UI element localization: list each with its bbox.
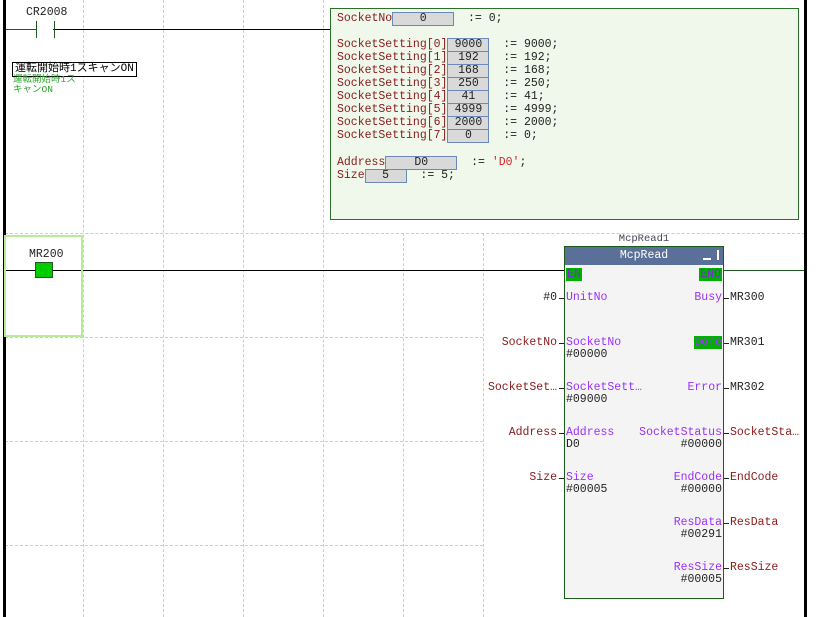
pin-size: Size [566,471,594,484]
value-cell[interactable]: 0 [447,129,490,143]
st-setting-3: SocketSetting[3] 250 := 250; [337,77,552,91]
pin-ressize: ResSize [673,561,722,574]
fb-instance-name: McpRead1 [618,233,670,245]
pin-address: Address [566,426,615,439]
function-block-mcpread[interactable]: McpRead EN ENO [564,246,724,599]
input-ext-unitno: #0 [543,291,557,304]
st-setting-7: SocketSetting[7] 0 := 0; [337,129,538,143]
pin-value: #00000 [680,438,722,451]
output-ext-done[interactable]: MR301 [730,336,765,349]
pin-value: #00291 [680,528,722,541]
en-pin: EN [566,268,582,281]
value-cell[interactable]: 192 [447,51,490,65]
value-cell[interactable]: 2000 [447,116,490,130]
st-socketno-line: SocketNo 0 := 0; [337,12,503,26]
value-cell[interactable]: D0 [385,156,458,170]
value-cell[interactable]: 0 [392,12,455,26]
fb-header: McpRead [565,247,723,265]
right-power-rail [804,0,807,617]
eno-pin: ENO [699,268,722,281]
rising-edge-icon [703,250,719,260]
output-ext-ressize[interactable]: ResSize [730,561,779,574]
pin-socketsetting: SocketSett… [566,381,642,394]
pin-busy: Busy [694,291,722,304]
comment-tooltip: 運転開始時1スキャンON [12,62,137,77]
selection-cursor [4,235,83,337]
st-setting-1: SocketSetting[1] 192 := 192; [337,51,552,65]
pin-endcode: EndCode [673,471,722,484]
pin-value: #00000 [566,348,608,361]
st-setting-0: SocketSetting[0] 9000 := 9000; [337,38,559,52]
input-ext-size[interactable]: Size [529,471,557,484]
pin-done: Done [694,336,722,349]
pin-value: #00000 [680,483,722,496]
pin-value: #00005 [680,573,722,586]
contact-label: CR2008 [26,6,68,19]
st-code-box[interactable]: SocketNo 0 := 0; SocketSetting[0] 9000 := … [330,8,799,220]
contact-label: MR200 [29,248,64,261]
pin-error: Error [687,381,722,394]
st-setting-6: SocketSetting[6] 2000 := 2000; [337,116,559,130]
fb-type: McpRead [619,249,669,262]
st-size-line: Size 5 := 5; [337,169,455,183]
st-address-line: Address D0 := 'D0'; [337,156,527,170]
output-ext-endcode[interactable]: EndCode [730,471,779,484]
pin-resdata: ResData [673,516,722,529]
st-setting-5: SocketSetting[5] 4999 := 4999; [337,103,559,117]
pin-socketno: SocketNo [566,336,622,349]
value-cell[interactable]: 41 [447,90,490,104]
output-ext-busy[interactable]: MR300 [730,291,765,304]
pin-value: #00005 [566,483,608,496]
contact-cr2008[interactable] [36,21,55,38]
value-cell[interactable]: 5 [364,169,407,183]
comment-line-2: キャンON [13,84,53,95]
pin-socketstatus: SocketStatus [639,426,722,439]
output-ext-resdata[interactable]: ResData [730,516,779,529]
contact-mr200[interactable] [35,262,53,278]
comment-line-1: 運転開始時1ス [13,74,76,85]
value-cell[interactable]: 250 [447,77,490,91]
output-ext-error[interactable]: MR302 [730,381,765,394]
output-ext-socketstatus[interactable]: SocketSta… [730,426,800,439]
value-cell[interactable]: 9000 [447,38,490,52]
pin-unitno: UnitNo [566,291,608,304]
input-ext-address[interactable]: Address [508,426,557,439]
pin-value: #09000 [566,393,608,406]
st-setting-2: SocketSetting[2] 168 := 168; [337,64,552,78]
value-cell[interactable]: 4999 [447,103,490,117]
input-ext-socketsetting[interactable]: SocketSet… [487,381,557,394]
st-setting-4: SocketSetting[4] 41 := 41; [337,90,545,104]
pin-value: D0 [566,438,580,451]
input-ext-socketno[interactable]: SocketNo [501,336,557,349]
value-cell[interactable]: 168 [447,64,490,78]
